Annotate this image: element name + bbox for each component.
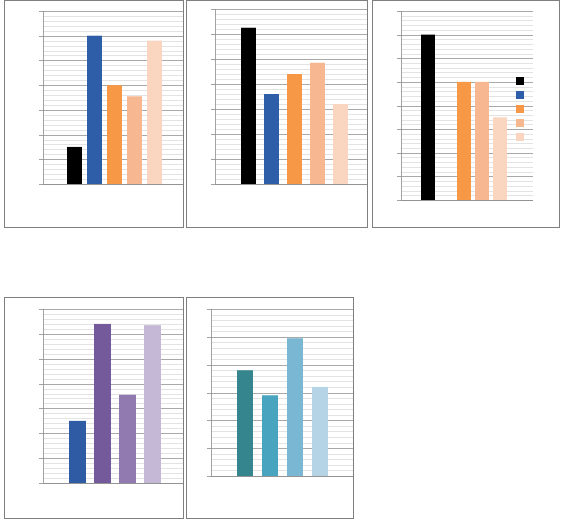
bar-1 (421, 34, 435, 200)
legend-swatch-5 (516, 133, 524, 141)
bar-chart-2 (211, 9, 367, 185)
legend-swatch-4 (516, 119, 524, 127)
bar-chart-5 (207, 309, 353, 477)
bar-1 (69, 420, 86, 483)
bar-chart-4 (39, 309, 183, 484)
bar-2 (94, 323, 111, 483)
bar-3 (287, 338, 303, 476)
bar-4 (127, 96, 142, 184)
chart-panel-4 (4, 297, 184, 519)
bar-3 (457, 81, 471, 200)
bar-3 (287, 74, 302, 184)
chart-panel-2 (186, 0, 368, 228)
bar-5 (333, 104, 348, 184)
legend-swatch-1 (516, 77, 524, 85)
bar-4 (475, 81, 489, 200)
bar-4 (310, 62, 325, 184)
bar-2 (264, 94, 279, 184)
bar-3 (107, 85, 122, 184)
bar-5 (147, 40, 162, 185)
chart-panel-5 (186, 297, 354, 519)
bar-1 (237, 370, 253, 476)
legend-swatch-3 (516, 105, 524, 113)
bar-2 (87, 35, 102, 184)
bar-5 (493, 117, 507, 200)
bar-2 (262, 395, 278, 476)
legend-swatch-2 (516, 91, 524, 99)
bar-4 (312, 386, 328, 476)
bar-1 (67, 146, 82, 184)
bar-3 (119, 394, 136, 483)
bar-chart-1 (39, 11, 183, 185)
chart-panel-1 (4, 0, 184, 228)
chart-panel-3 (372, 0, 560, 228)
bar-1 (241, 27, 256, 184)
bar-chart-3 (397, 11, 533, 201)
bar-4 (144, 325, 161, 483)
